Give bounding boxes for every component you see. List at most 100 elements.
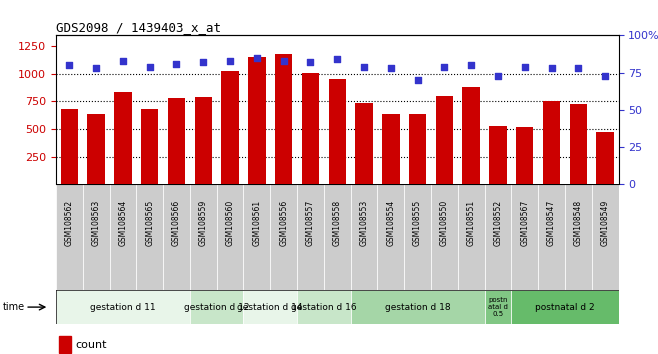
Bar <box>136 184 163 290</box>
Bar <box>56 184 83 290</box>
Text: GSM108559: GSM108559 <box>199 200 208 246</box>
Point <box>413 77 423 83</box>
Bar <box>463 87 480 184</box>
Point <box>332 56 342 62</box>
Text: GSM108567: GSM108567 <box>520 200 529 246</box>
Point <box>573 65 584 71</box>
Point <box>466 62 476 68</box>
Point <box>64 62 74 68</box>
Bar <box>163 184 190 290</box>
Point <box>520 64 530 69</box>
Bar <box>351 290 484 324</box>
Bar <box>270 184 297 290</box>
Text: GSM108565: GSM108565 <box>145 200 154 246</box>
Text: GSM108548: GSM108548 <box>574 200 583 246</box>
Bar <box>484 184 511 290</box>
Bar <box>596 132 614 184</box>
Bar <box>297 290 351 324</box>
Text: GSM108554: GSM108554 <box>386 200 395 246</box>
Bar <box>570 104 587 184</box>
Point <box>600 73 611 78</box>
Text: GSM108562: GSM108562 <box>65 200 74 246</box>
Bar <box>511 184 538 290</box>
Text: GSM108549: GSM108549 <box>601 200 609 246</box>
Text: GSM108547: GSM108547 <box>547 200 556 246</box>
Text: GSM108556: GSM108556 <box>279 200 288 246</box>
Text: GSM108558: GSM108558 <box>333 200 342 246</box>
Text: GSM108566: GSM108566 <box>172 200 181 246</box>
Text: GSM108552: GSM108552 <box>494 200 503 246</box>
Bar <box>190 290 243 324</box>
Point <box>251 55 262 61</box>
Bar <box>511 290 619 324</box>
Text: gestation d 14: gestation d 14 <box>238 303 303 312</box>
Bar <box>302 73 319 184</box>
Text: GSM108557: GSM108557 <box>306 200 315 246</box>
Text: GSM108555: GSM108555 <box>413 200 422 246</box>
Point <box>118 58 128 63</box>
Text: GSM108560: GSM108560 <box>226 200 234 246</box>
Point <box>278 58 289 63</box>
Point <box>198 59 209 65</box>
Bar <box>431 184 458 290</box>
Bar <box>109 184 136 290</box>
Bar <box>484 290 511 324</box>
Point <box>546 65 557 71</box>
Bar <box>355 103 372 184</box>
Bar <box>516 127 534 184</box>
Bar <box>543 101 560 184</box>
Bar <box>195 97 212 184</box>
Text: time: time <box>3 302 25 312</box>
Bar <box>190 184 216 290</box>
Bar <box>83 184 109 290</box>
Bar <box>114 92 132 184</box>
Point <box>225 58 236 63</box>
Text: GSM108551: GSM108551 <box>467 200 476 246</box>
Bar <box>61 109 78 184</box>
Bar <box>168 98 185 184</box>
Point <box>439 64 449 69</box>
Bar <box>404 184 431 290</box>
Bar <box>458 184 484 290</box>
Bar <box>243 184 270 290</box>
Bar <box>275 53 292 184</box>
Bar <box>56 290 190 324</box>
Text: GSM108564: GSM108564 <box>118 200 128 246</box>
Bar <box>243 290 297 324</box>
Text: gestation d 11: gestation d 11 <box>90 303 156 312</box>
Text: postnatal d 2: postnatal d 2 <box>535 303 595 312</box>
Text: GSM108553: GSM108553 <box>359 200 368 246</box>
Bar <box>351 184 378 290</box>
Text: GSM108550: GSM108550 <box>440 200 449 246</box>
Text: gestation d 16: gestation d 16 <box>291 303 357 312</box>
Bar <box>378 184 404 290</box>
Bar <box>216 184 243 290</box>
Point <box>91 65 101 71</box>
Bar <box>538 184 565 290</box>
Text: gestation d 12: gestation d 12 <box>184 303 249 312</box>
Bar <box>297 184 324 290</box>
Text: GSM108561: GSM108561 <box>253 200 261 246</box>
Bar <box>248 57 266 184</box>
Bar <box>221 71 239 184</box>
Bar <box>324 184 351 290</box>
Bar <box>59 336 71 353</box>
Bar <box>490 126 507 184</box>
Text: GSM108563: GSM108563 <box>91 200 101 246</box>
Point <box>144 64 155 69</box>
Bar <box>328 79 346 184</box>
Bar <box>436 96 453 184</box>
Text: count: count <box>76 340 107 350</box>
Point <box>359 64 369 69</box>
Point <box>305 59 316 65</box>
Bar <box>409 114 426 184</box>
Point <box>171 61 182 67</box>
Text: gestation d 18: gestation d 18 <box>385 303 451 312</box>
Bar <box>141 109 159 184</box>
Text: postn
atal d
0.5: postn atal d 0.5 <box>488 297 508 317</box>
Text: GDS2098 / 1439403_x_at: GDS2098 / 1439403_x_at <box>56 21 221 34</box>
Bar <box>382 114 399 184</box>
Bar <box>565 184 592 290</box>
Point <box>386 65 396 71</box>
Bar <box>88 114 105 184</box>
